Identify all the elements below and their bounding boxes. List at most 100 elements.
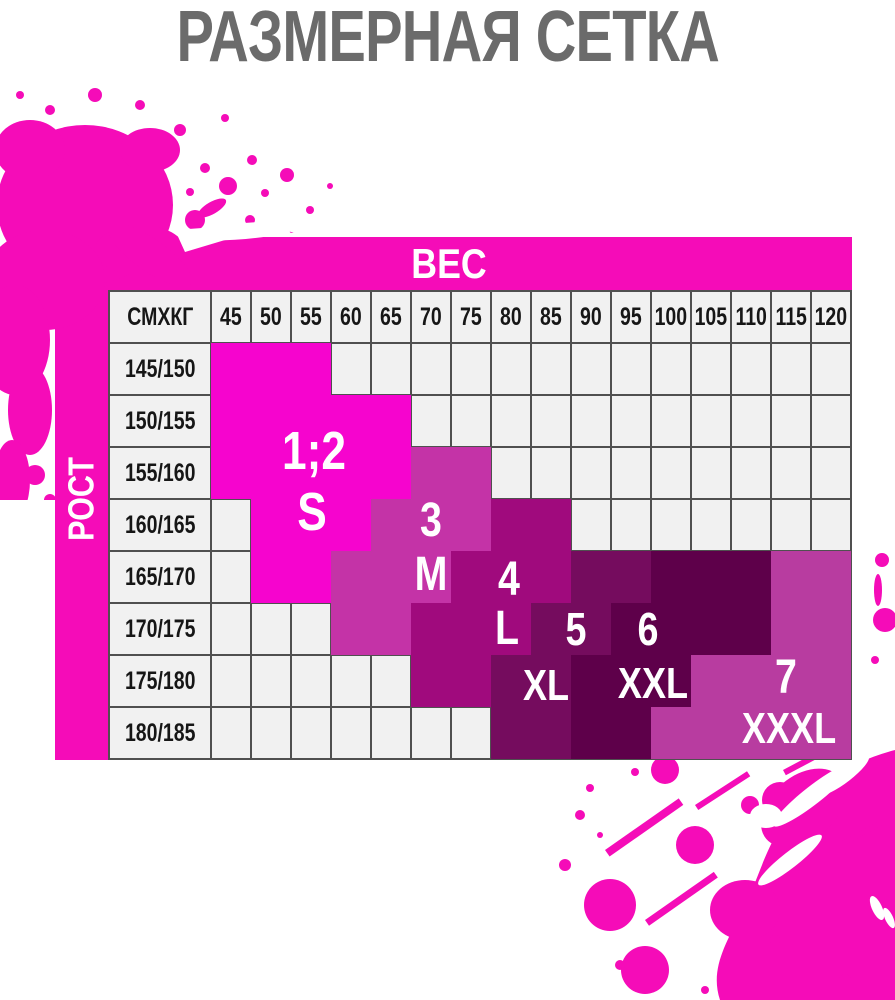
- weight-col-header-55: 55: [292, 292, 330, 342]
- empty-cell-180/185-75: [452, 708, 490, 758]
- size-cell-xxl-180/185-90: [571, 707, 611, 759]
- empty-cell-160/165-105: [692, 500, 730, 550]
- size-cell-s-145/150-45: [211, 343, 251, 395]
- empty-cell-155/160-110: [732, 448, 770, 498]
- weight-axis-label: ВЕС: [411, 240, 487, 287]
- height-row-label-175/180: 175/180: [110, 656, 210, 706]
- empty-cell-150/155-70: [412, 396, 450, 446]
- empty-cell-155/160-95: [612, 448, 650, 498]
- height-row-label-160/165-text: 160/165: [124, 510, 196, 539]
- size-cell-xxl-170/175-110: [731, 603, 771, 655]
- empty-cell-155/160-85: [532, 448, 570, 498]
- size-cell-s-150/155-45: [211, 395, 251, 447]
- size-cell-xxl-170/175-95: [611, 603, 651, 655]
- empty-cell-175/180-65: [372, 656, 410, 706]
- size-cell-m-155/160-70: [411, 447, 451, 499]
- weight-col-header-100: 100: [652, 292, 690, 342]
- weight-col-header-85-text: 85: [540, 302, 562, 331]
- empty-cell-160/165-95: [612, 500, 650, 550]
- size-cell-xl-165/170-90: [571, 551, 611, 603]
- weight-col-header-85: 85: [532, 292, 570, 342]
- size-cell-xl-165/170-95: [611, 551, 651, 603]
- empty-cell-175/180-50: [252, 656, 290, 706]
- empty-cell-150/155-110: [732, 396, 770, 446]
- weight-col-header-80-text: 80: [500, 302, 522, 331]
- size-cell-m-170/175-60: [331, 603, 371, 655]
- empty-cell-155/160-120: [812, 448, 850, 498]
- size-cell-xxxl-175/180-120: [811, 655, 851, 707]
- weight-axis-band: ВЕС: [108, 237, 852, 290]
- size-cell-xxl-165/170-100: [651, 551, 691, 603]
- page-title: РАЗМЕРНАЯ СЕТКА: [0, 0, 895, 76]
- weight-col-header-65: 65: [372, 292, 410, 342]
- empty-cell-180/185-70: [412, 708, 450, 758]
- height-row-label-165/170-text: 165/170: [124, 562, 196, 591]
- size-cell-xxl-175/180-95: [611, 655, 651, 707]
- size-grid-table: СМХКГ 45 50 55 60 65 70 75 80 85 90 95 100 105 110 115 1…: [108, 290, 852, 760]
- empty-cell-150/155-100: [652, 396, 690, 446]
- empty-cell-150/155-90: [572, 396, 610, 446]
- size-cell-xxxl-175/180-115: [771, 655, 811, 707]
- size-cell-m-165/170-70: [411, 551, 451, 603]
- empty-cell-175/180-55: [292, 656, 330, 706]
- weight-col-header-60: 60: [332, 292, 370, 342]
- size-cell-m-160/165-65: [371, 499, 411, 551]
- size-cell-l-170/175-80: [491, 603, 531, 655]
- weight-col-header-90-text: 90: [580, 302, 602, 331]
- empty-cell-150/155-80: [492, 396, 530, 446]
- height-axis-band: РОСТ: [55, 237, 108, 760]
- weight-col-header-75-text: 75: [460, 302, 482, 331]
- size-cell-xxl-175/180-90: [571, 655, 611, 707]
- corner-label-cell-text: СМХКГ: [126, 302, 194, 331]
- weight-col-header-55-text: 55: [300, 302, 322, 331]
- weight-col-header-115-text: 115: [775, 302, 807, 331]
- size-cell-m-155/160-75: [451, 447, 491, 499]
- size-cell-xxl-170/175-100: [651, 603, 691, 655]
- empty-cell-165/170-45: [212, 552, 250, 602]
- weight-col-header-120-text: 120: [814, 302, 848, 331]
- size-cell-xxxl-180/185-110: [731, 707, 771, 759]
- size-cell-xl-170/175-90: [571, 603, 611, 655]
- empty-cell-150/155-115: [772, 396, 810, 446]
- size-cell-xxxl-170/175-120: [811, 603, 851, 655]
- height-row-label-150/155: 150/155: [110, 396, 210, 446]
- empty-cell-145/150-60: [332, 344, 370, 394]
- size-cell-xl-180/185-80: [491, 707, 531, 759]
- size-cell-s-160/165-55: [291, 499, 331, 551]
- size-cell-xl-170/175-85: [531, 603, 571, 655]
- size-cell-s-150/155-55: [291, 395, 331, 447]
- size-cell-xxxl-180/185-120: [811, 707, 851, 759]
- size-cell-s-155/160-45: [211, 447, 251, 499]
- height-row-label-180/185: 180/185: [110, 708, 210, 758]
- size-cell-xxxl-180/185-105: [691, 707, 731, 759]
- empty-cell-145/150-85: [532, 344, 570, 394]
- size-cell-s-165/170-50: [251, 551, 291, 603]
- weight-col-header-65-text: 65: [380, 302, 402, 331]
- size-cell-s-160/165-60: [331, 499, 371, 551]
- weight-col-header-45: 45: [212, 292, 250, 342]
- empty-cell-155/160-115: [772, 448, 810, 498]
- size-cell-l-175/180-70: [411, 655, 451, 707]
- size-cell-xxxl-180/185-115: [771, 707, 811, 759]
- empty-cell-180/185-55: [292, 708, 330, 758]
- empty-cell-145/150-80: [492, 344, 530, 394]
- weight-col-header-45-text: 45: [220, 302, 242, 331]
- size-cell-m-170/175-65: [371, 603, 411, 655]
- weight-col-header-95-text: 95: [620, 302, 642, 331]
- empty-cell-150/155-85: [532, 396, 570, 446]
- weight-col-header-60-text: 60: [340, 302, 362, 331]
- size-cell-s-155/160-65: [371, 447, 411, 499]
- size-cell-s-145/150-50: [251, 343, 291, 395]
- weight-col-header-105-text: 105: [694, 302, 728, 331]
- size-cell-l-160/165-80: [491, 499, 531, 551]
- size-cell-l-165/170-85: [531, 551, 571, 603]
- empty-cell-170/175-55: [292, 604, 330, 654]
- weight-col-header-50-text: 50: [260, 302, 282, 331]
- empty-cell-175/180-45: [212, 656, 250, 706]
- empty-cell-145/150-120: [812, 344, 850, 394]
- size-cell-xxl-165/170-105: [691, 551, 731, 603]
- empty-cell-180/185-60: [332, 708, 370, 758]
- corner-label-cell: СМХКГ: [110, 292, 210, 342]
- size-cell-xxxl-180/185-100: [651, 707, 691, 759]
- height-row-label-145/150: 145/150: [110, 344, 210, 394]
